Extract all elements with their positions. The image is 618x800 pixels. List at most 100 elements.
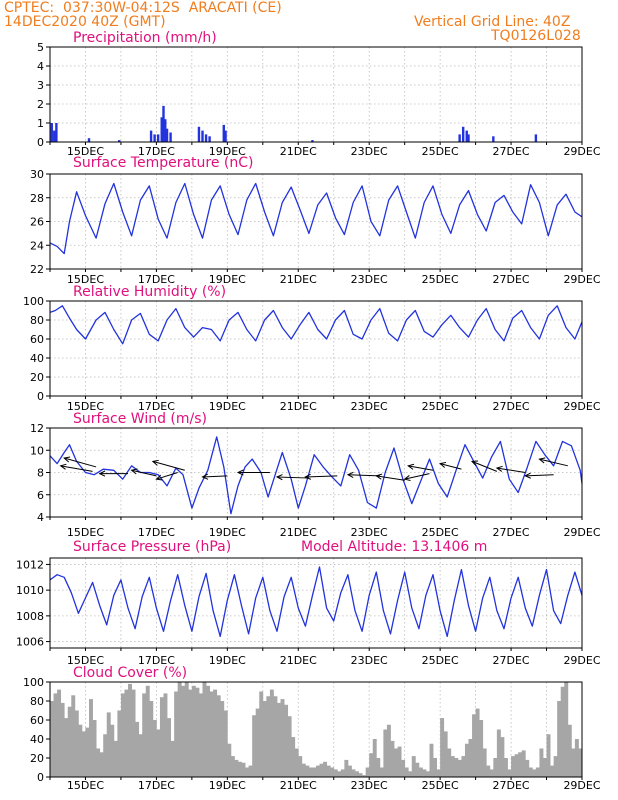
cloud-bar xyxy=(113,740,118,777)
x-tick-label: 21DEC xyxy=(280,779,317,792)
cloud-bar xyxy=(503,758,508,777)
cloud-bar xyxy=(110,724,115,777)
x-tick-label: 27DEC xyxy=(493,273,530,286)
cloud-bar xyxy=(96,748,101,777)
cloud-bar xyxy=(252,715,257,777)
cloud-bar xyxy=(347,765,352,777)
panel-title: Surface Pressure (hPa) xyxy=(73,539,231,555)
cloud-bar xyxy=(64,718,69,777)
y-tick-label: 100 xyxy=(23,676,44,689)
y-tick-label: 24 xyxy=(30,239,44,252)
cloud-bar xyxy=(411,756,416,777)
precip-bar xyxy=(197,126,201,142)
cloud-bar xyxy=(181,685,186,777)
cloud-bar xyxy=(195,687,200,777)
cloud-bar xyxy=(188,689,193,777)
cloud-bar xyxy=(206,685,210,777)
wind-arrow-head xyxy=(524,472,531,479)
cloud-bar xyxy=(241,762,246,777)
x-tick-label: 21DEC xyxy=(280,526,317,539)
cloud-bar xyxy=(298,756,303,777)
cloud-bar xyxy=(301,763,306,777)
y-tick-label: 40 xyxy=(30,352,44,365)
cloud-bar xyxy=(227,743,232,777)
y-tick-label: 0 xyxy=(37,771,44,784)
y-tick-label: 100 xyxy=(23,295,44,308)
cloud-bar xyxy=(135,721,140,777)
cloud-bar xyxy=(422,769,427,777)
cloud-bar xyxy=(106,712,111,777)
precip-bar xyxy=(162,105,165,142)
model-code: TQ0126L028 xyxy=(491,28,581,44)
grid-line-note: Vertical Grid Line: 40Z xyxy=(414,14,571,30)
cloud-bar xyxy=(571,748,576,777)
wind-arrow xyxy=(347,474,380,477)
wind-arrow-head xyxy=(130,468,138,475)
y-tick-label: 28 xyxy=(30,192,44,205)
precip-bar xyxy=(224,130,227,142)
cloud-bar xyxy=(60,702,65,777)
x-tick-label: 17DEC xyxy=(138,526,175,539)
cloud-bar xyxy=(567,724,572,777)
panel-frame xyxy=(49,46,583,143)
precip-bar xyxy=(467,134,470,142)
panel-title: Surface Wind (m/s) xyxy=(73,411,207,427)
wind-arrow-head xyxy=(98,470,106,477)
x-tick-label: 27DEC xyxy=(493,779,530,792)
cloud-bar xyxy=(237,761,242,777)
x-tick-label: 17DEC xyxy=(138,400,175,413)
cloud-bar xyxy=(92,720,97,777)
precip-bar xyxy=(160,117,163,142)
cloud-bar xyxy=(152,720,157,777)
x-tick-label: 25DEC xyxy=(422,779,459,792)
y-tick-label: 6 xyxy=(37,489,44,502)
y-tick-label: 20 xyxy=(30,371,44,384)
cloud-bar xyxy=(429,743,434,777)
cloud-bar xyxy=(574,739,579,777)
precip-bar xyxy=(204,134,208,142)
panel-title: Surface Temperature (nC) xyxy=(73,155,254,171)
precip-bar xyxy=(208,136,211,142)
cloud-bar xyxy=(78,724,83,777)
y-tick-label: 2 xyxy=(37,98,44,111)
cloud-bar xyxy=(482,748,487,777)
wind-arrow-head xyxy=(151,459,159,466)
y-tick-label: 30 xyxy=(30,168,44,181)
y-tick-label: 3 xyxy=(37,79,44,92)
x-tick-label: 25DEC xyxy=(422,654,459,667)
cloud-bar xyxy=(71,695,76,777)
cloud-bar xyxy=(170,740,175,777)
cloud-bar xyxy=(74,710,79,777)
cloud-bar xyxy=(436,769,441,777)
wind-arrow-head xyxy=(538,457,546,464)
cloud-bar xyxy=(344,759,349,777)
cloud-bar xyxy=(376,758,381,777)
cloud-bar xyxy=(433,758,437,777)
cloud-bar xyxy=(198,693,203,777)
cloud-bar xyxy=(124,689,129,777)
x-tick-label: 27DEC xyxy=(493,400,530,413)
wind-arrow xyxy=(440,463,462,470)
x-tick-label: 27DEC xyxy=(493,654,530,667)
cloud-bar xyxy=(50,701,54,777)
cloud-bar xyxy=(351,769,356,777)
x-tick-label: 21DEC xyxy=(280,145,317,158)
cloud-bar xyxy=(67,706,72,777)
cloud-bar xyxy=(479,720,484,777)
wind-arrow-head xyxy=(403,475,411,482)
x-tick-label: 17DEC xyxy=(138,273,175,286)
cloud-bar xyxy=(564,682,569,777)
cloud-bar xyxy=(308,767,313,777)
x-tick-label: 25DEC xyxy=(422,400,459,413)
cloud-bar xyxy=(117,710,122,777)
x-tick-label: 15DEC xyxy=(67,526,104,539)
y-tick-label: 60 xyxy=(30,714,44,727)
panel-title: Relative Humidity (%) xyxy=(73,284,226,300)
wind-arrow-head xyxy=(236,469,244,476)
cloud-bar xyxy=(245,767,250,777)
y-tick-label: 4 xyxy=(37,60,44,73)
cloud-bar xyxy=(269,689,274,777)
cloud-bar xyxy=(156,729,161,777)
precip-bar xyxy=(149,130,153,142)
wind-arrow-head xyxy=(495,465,503,472)
